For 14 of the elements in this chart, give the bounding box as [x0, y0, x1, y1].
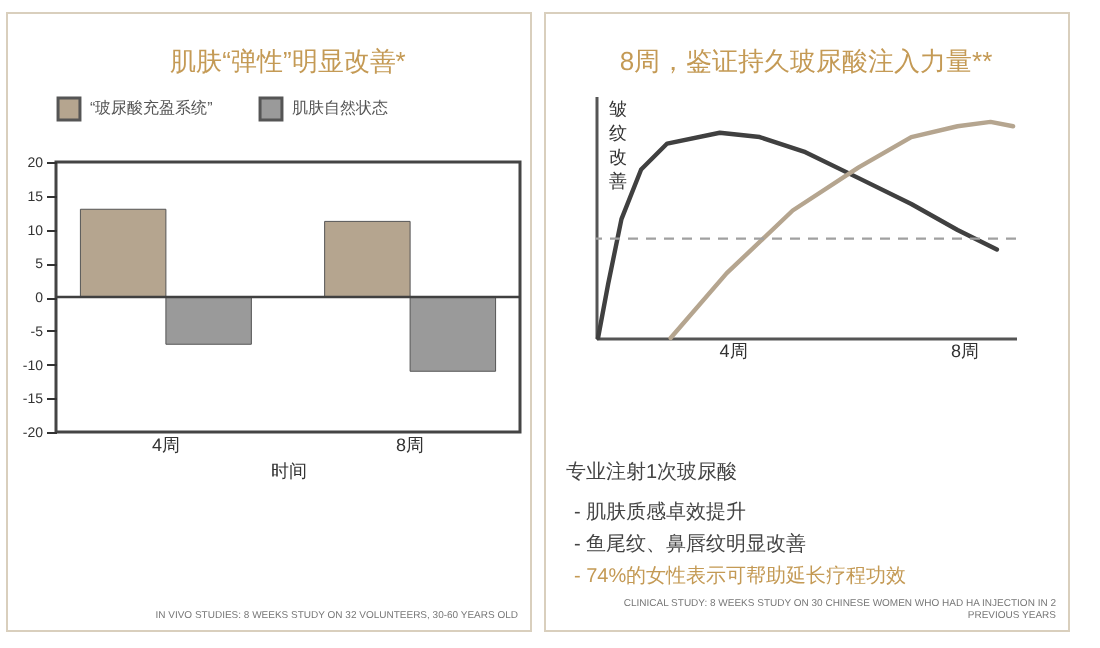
x-tick-label: 8周 — [950, 341, 979, 361]
text: - 鱼尾纹、鼻唇纹明显改善 — [574, 531, 807, 558]
x-tick-label: 4周 — [151, 435, 180, 455]
chart-title: 8周，鉴证持久玻尿酸注入力量** — [619, 46, 993, 76]
legend-label: 肌肤自然状态 — [292, 99, 388, 118]
text: - 肌肤质感卓效提升 — [574, 499, 747, 526]
text: 专业注射1次玻尿酸 — [566, 459, 738, 486]
x-tick-label: 4周 — [719, 341, 748, 361]
chart-title: 肌肤“弹性”明显改善* — [170, 46, 406, 76]
y-axis-title: 皱纹改善 — [609, 99, 627, 191]
x-tick-label: 8周 — [396, 435, 425, 455]
text: - 74%的女性表示可帮助延长疗程功效 — [574, 563, 907, 590]
legend-label: “玻尿酸充盈系统” — [90, 99, 214, 118]
x-axis-title: 时间 — [271, 461, 307, 481]
